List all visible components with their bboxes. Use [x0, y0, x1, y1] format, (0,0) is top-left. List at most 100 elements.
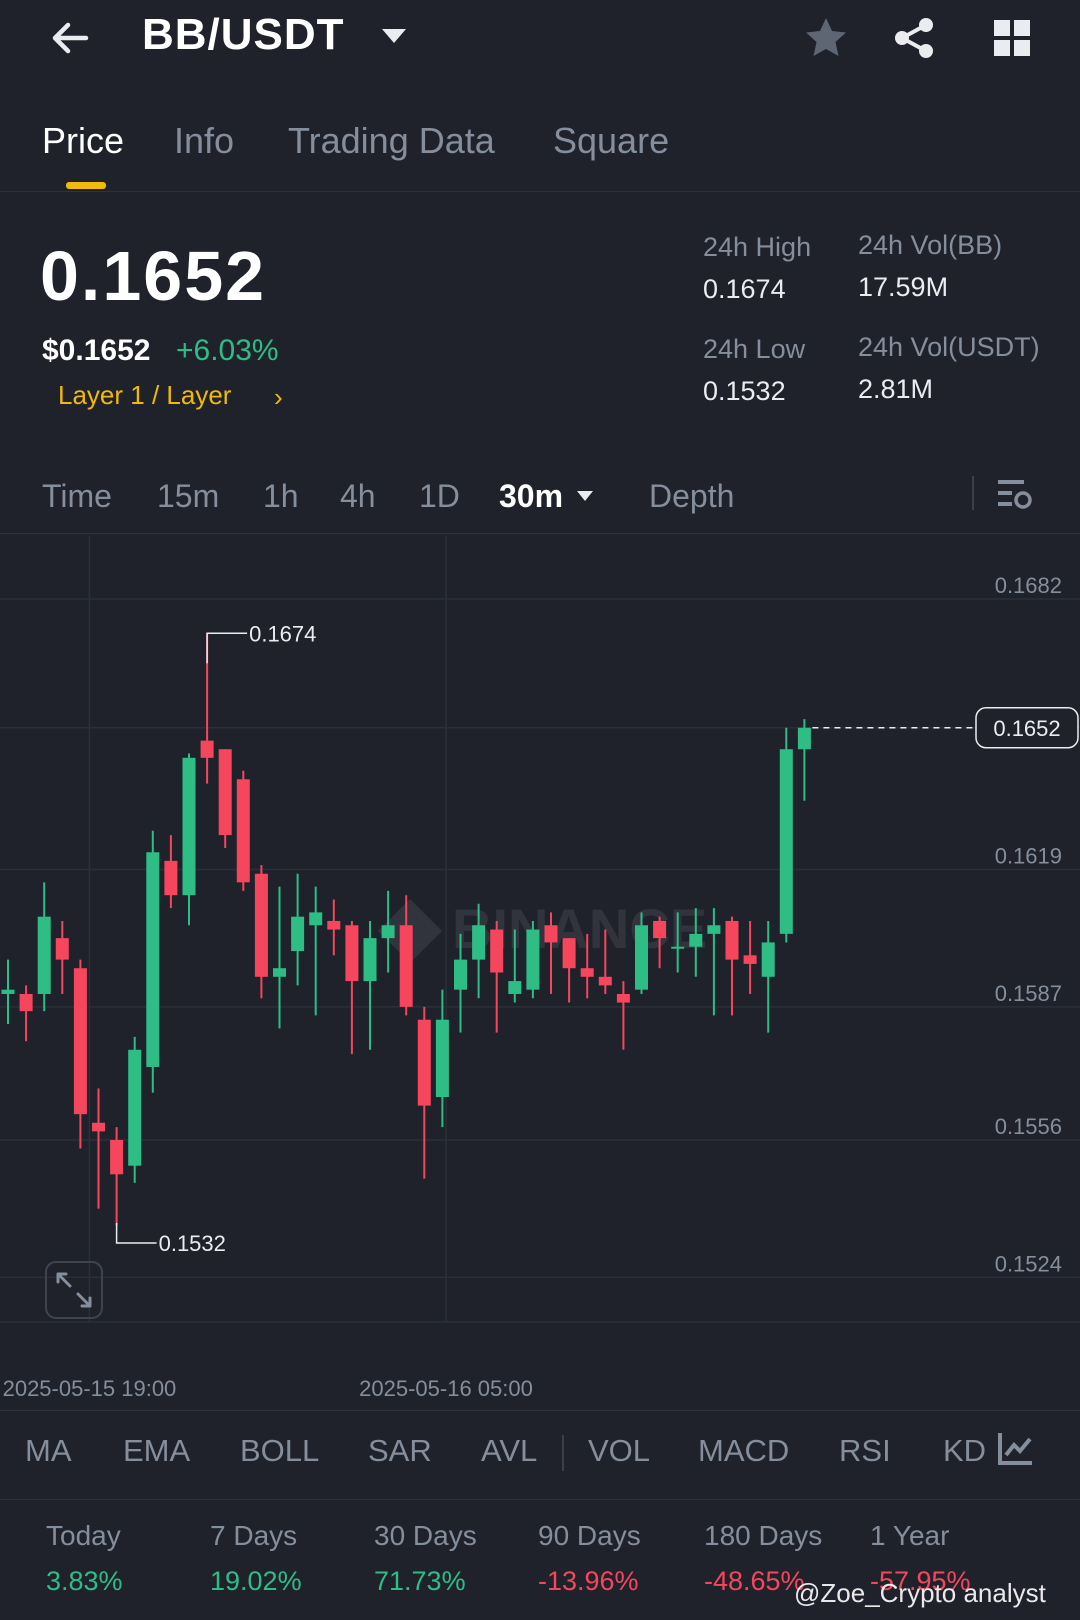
tab-price[interactable]: Price — [42, 120, 125, 161]
caret-down-icon[interactable] — [576, 490, 594, 502]
tf-depth[interactable]: Depth — [649, 478, 735, 514]
main-tabs: Price Info Trading Data Square — [0, 110, 1080, 192]
top-bar: BB/USDT — [0, 0, 1080, 80]
change-percent: +6.03% — [176, 334, 279, 367]
perf-7d: 7 Days 19.02% — [210, 1520, 370, 1597]
share-icon[interactable] — [890, 14, 938, 62]
indicator-settings-icon[interactable] — [996, 1429, 1036, 1469]
tf-1h[interactable]: 1h — [263, 478, 299, 514]
candle — [128, 1036, 142, 1183]
perf-label: 180 Days — [704, 1520, 823, 1551]
grid-icon[interactable] — [988, 14, 1036, 62]
candle — [1, 959, 15, 1025]
back-arrow-icon[interactable] — [46, 14, 94, 62]
perf-label: Today — [46, 1520, 121, 1551]
perf-1y: 1 Year -57.95% — [870, 1520, 1030, 1597]
perf-label: 90 Days — [538, 1520, 641, 1551]
candle-body — [653, 920, 667, 939]
ind-sar[interactable]: SAR — [368, 1433, 432, 1468]
category-link[interactable]: Layer 1 / Layer — [58, 380, 232, 410]
candle-body — [526, 929, 540, 990]
ind-avl[interactable]: AVL — [481, 1433, 538, 1468]
candle-body — [797, 727, 811, 750]
candle-body — [291, 916, 305, 952]
y-tick-label: 0.1524 — [995, 1251, 1062, 1276]
low-marker-line — [115, 1223, 157, 1244]
high-value: 0.1674 — [703, 274, 786, 304]
tf-1d[interactable]: 1D — [419, 478, 460, 514]
candle-body — [128, 1049, 142, 1166]
candle-body — [761, 942, 775, 977]
candle — [19, 985, 33, 1042]
candle — [182, 753, 196, 926]
candle-body — [1, 989, 15, 994]
candle-body — [472, 925, 486, 960]
tab-trading-data[interactable]: Trading Data — [288, 120, 495, 161]
perf-180d: 180 Days -48.65% — [704, 1520, 864, 1597]
candle — [707, 908, 721, 1016]
candle — [580, 933, 594, 999]
candle-body — [580, 968, 594, 977]
indicator-bar: MA EMA BOLL SAR AVL VOL MACD RSI KD — [0, 1410, 1080, 1500]
candle-body — [218, 749, 232, 836]
candle-body — [671, 946, 685, 949]
tf-4h[interactable]: 4h — [340, 478, 376, 514]
candle-body — [309, 912, 323, 926]
candle — [761, 920, 775, 1033]
candle-body — [200, 740, 214, 758]
candle-body — [490, 929, 504, 973]
candle — [146, 830, 160, 1093]
ind-ema[interactable]: EMA — [123, 1433, 191, 1468]
vol-quote-value: 2.81M — [858, 374, 934, 404]
candle — [381, 890, 395, 973]
candle — [273, 886, 286, 1029]
y-tick-label: 0.1587 — [995, 981, 1062, 1006]
candle — [37, 882, 51, 1012]
candle-body — [182, 757, 196, 896]
y-axis: 0.1682 0.1619 0.1587 0.1556 0.1524 — [995, 573, 1062, 1276]
ind-kd[interactable]: KD — [943, 1433, 987, 1468]
candle — [616, 981, 630, 1050]
candle — [725, 916, 739, 1016]
candle-body — [327, 920, 341, 930]
chart-settings-icon[interactable] — [994, 474, 1034, 514]
candle-body — [363, 938, 377, 982]
ind-macd[interactable]: MACD — [698, 1433, 790, 1468]
candle — [164, 835, 178, 909]
y-tick-label: 0.1619 — [995, 843, 1062, 868]
ind-boll[interactable]: BOLL — [240, 1433, 320, 1468]
ind-vol[interactable]: VOL — [588, 1433, 651, 1468]
perf-label: 30 Days — [374, 1520, 477, 1551]
x-tick-label: 2025-05-15 19:00 — [3, 1376, 177, 1401]
candle — [562, 938, 576, 1003]
candle — [327, 899, 341, 956]
chart-grid — [0, 536, 1080, 1323]
candles-group — [1, 633, 811, 1226]
candle-body — [454, 959, 467, 990]
candle — [435, 989, 449, 1128]
chevron-right-icon[interactable]: › — [274, 382, 283, 412]
tab-info[interactable]: Info — [174, 120, 235, 161]
caret-down-icon[interactable] — [380, 26, 408, 46]
low-value: 0.1532 — [703, 376, 786, 406]
tab-square[interactable]: Square — [553, 120, 670, 161]
candle-body — [381, 925, 395, 939]
expand-chart-icon[interactable] — [45, 1261, 103, 1319]
candle-body — [743, 955, 757, 964]
candle — [526, 920, 540, 999]
ind-rsi[interactable]: RSI — [839, 1433, 891, 1468]
candle — [490, 920, 504, 1033]
y-tick-label: 0.1556 — [995, 1114, 1062, 1139]
tf-30m[interactable]: 30m — [499, 478, 564, 514]
pair-title[interactable]: BB/USDT — [142, 10, 345, 59]
candle-body — [254, 873, 268, 977]
tf-time[interactable]: Time — [42, 478, 112, 514]
candle-body — [598, 976, 612, 986]
x-tick-label: 2025-05-16 05:00 — [359, 1376, 533, 1401]
low-label: 24h Low — [703, 334, 806, 364]
ind-ma[interactable]: MA — [25, 1433, 72, 1468]
tf-15m[interactable]: 15m — [157, 478, 220, 514]
x-axis: 2025-05-15 19:00 2025-05-16 05:00 — [3, 1376, 533, 1401]
star-icon[interactable] — [802, 14, 850, 62]
